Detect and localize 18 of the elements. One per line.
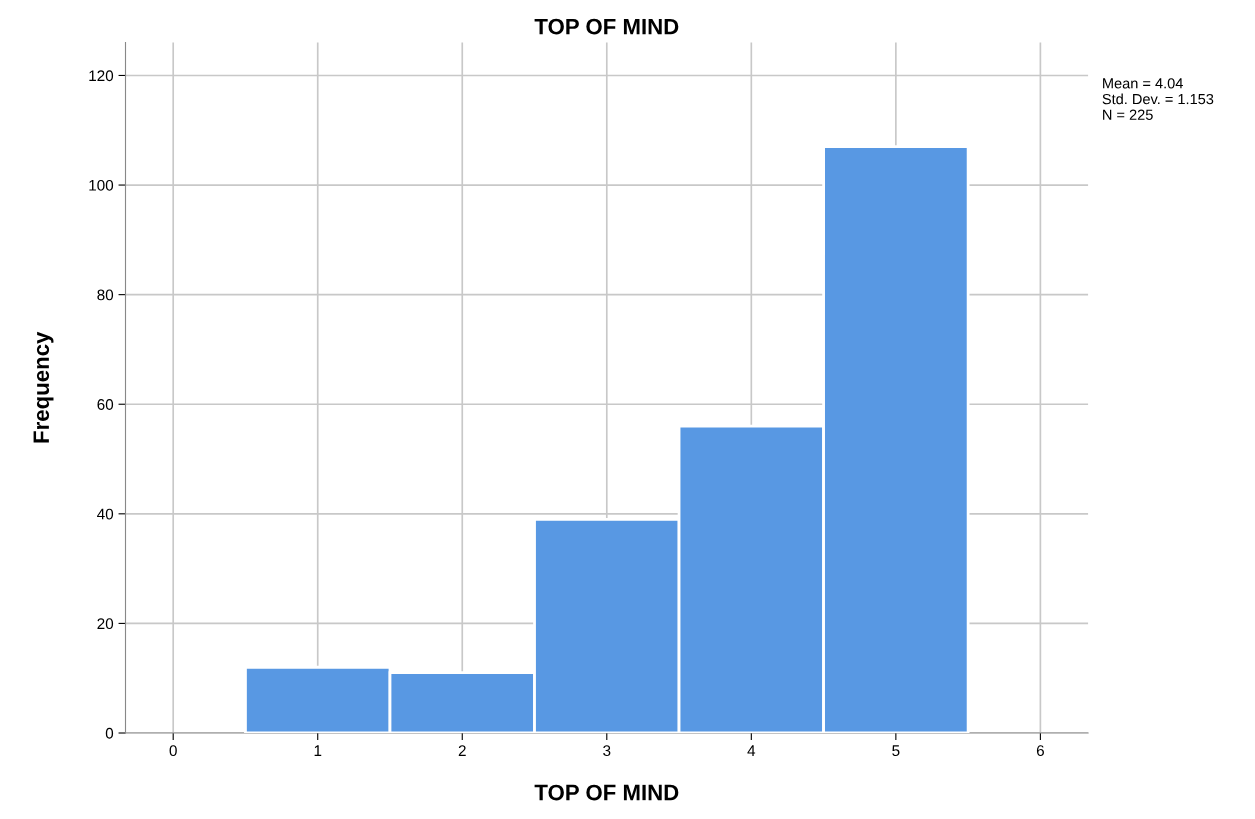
- x-axis-title: TOP OF MIND: [534, 784, 679, 801]
- x-tick-label: 5: [892, 745, 900, 757]
- y-tick-label: 80: [97, 289, 114, 301]
- x-tick-label: 0: [169, 745, 177, 757]
- x-tick-label: 1: [314, 745, 322, 756]
- y-tick-label: 40: [97, 508, 114, 520]
- x-tick-label: 2: [458, 745, 466, 756]
- y-tick-label: 20: [97, 618, 114, 630]
- y-tick-label: 0: [105, 727, 114, 739]
- y-tick-label: 60: [97, 399, 114, 410]
- x-tick-label: 4: [747, 745, 756, 756]
- x-tick-label: 3: [603, 745, 611, 757]
- chart-title: TOP OF MIND: [534, 18, 679, 35]
- y-tick-label: 120: [89, 70, 114, 82]
- y-tick-label: 100: [89, 179, 114, 191]
- text: Mean = 4.04 Std. Dev. = 1.153 N = 225: [1102, 78, 1214, 120]
- x-tick-label: 6: [1036, 745, 1044, 757]
- y-axis-title: Frequency: [33, 331, 54, 443]
